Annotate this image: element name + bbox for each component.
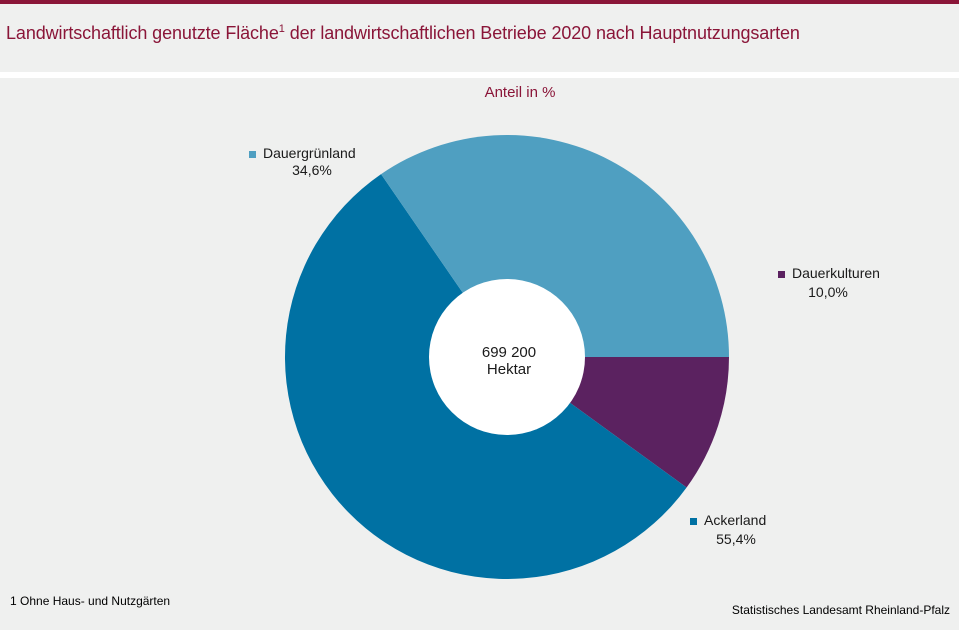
chart-title-rest: der landwirtschaftlichen Betriebe 2020 n… (284, 23, 800, 43)
slice-dauergrünland (381, 135, 729, 357)
slice-value-dauerkulturen: 10,0% (808, 284, 848, 300)
chart-title: Landwirtschaftlich genutzte Fläche1 der … (6, 23, 800, 44)
slice-label-dauerkulturen: Dauerkulturen (792, 265, 880, 281)
slice-value-ackerland: 55,4% (716, 531, 756, 547)
footnote: 1 Ohne Haus- und Nutzgärten (10, 594, 170, 608)
footnote-mark: 1 (10, 594, 17, 608)
chart-title-footnote-mark: 1 (278, 23, 285, 35)
donut-hole (429, 279, 585, 435)
footnote-text: Ohne Haus- und Nutzgärten (16, 594, 171, 608)
slice-labels: Dauerkulturen 10,0% Ackerland 55,4% Dauergrü… (249, 145, 880, 547)
legend-swatch-ackerland (690, 518, 697, 525)
source-credit: Statistisches Landesamt Rheinland-Pfalz (731, 603, 950, 617)
center-total-value: 699 200 (482, 344, 536, 361)
slice-value-dauergrünland: 34,6% (292, 162, 332, 178)
chart-title-main: Landwirtschaftlich genutzte Fläche (6, 23, 279, 43)
slice-label-ackerland: Ackerland (704, 512, 766, 528)
center-total-unit: Hektar (487, 361, 531, 378)
top-accent-bar (0, 0, 959, 4)
legend-swatch-dauergrünland (249, 151, 256, 158)
chart-subtitle: Anteil in % (484, 84, 556, 101)
legend-swatch-dauerkulturen (778, 271, 785, 278)
title-separator (0, 72, 959, 78)
slice-label-dauergrünland: Dauergrünland (263, 145, 356, 161)
